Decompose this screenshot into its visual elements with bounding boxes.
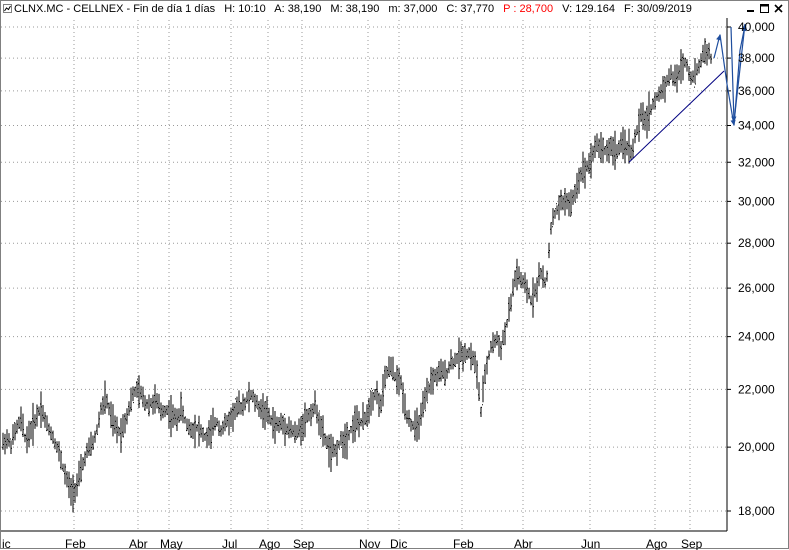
title-open: A: 38,190 — [274, 3, 322, 15]
window-controls — [745, 3, 784, 15]
y-tick-label: 38,000 — [738, 51, 775, 65]
x-tick-label: Dic — [390, 537, 407, 550]
x-tick-label: May — [160, 537, 183, 550]
title-volume: V: 129.164 — [562, 3, 615, 15]
minimize-icon[interactable] — [745, 3, 756, 14]
support-trendline — [628, 70, 725, 163]
x-tick-label: Sep — [681, 537, 703, 550]
y-tick-label: 26,000 — [738, 281, 775, 295]
drawing-overlay — [628, 23, 747, 163]
y-tick-label: 24,000 — [738, 330, 775, 344]
title-hour: H: 10:10 — [224, 3, 266, 15]
projection-leg — [733, 23, 746, 123]
title-symbol: CLNX.MC - CELLNEX - Fin de día 1 días — [14, 3, 216, 15]
x-tick-label: Nov — [359, 537, 380, 550]
x-tick-label: Abr — [129, 537, 148, 550]
projection-arrow-head — [741, 23, 747, 30]
x-tick-label: Ago — [646, 537, 668, 550]
projection-arrow-head — [730, 119, 736, 126]
title-close: C: 37,770 — [446, 3, 495, 15]
title-high: M: 38,190 — [330, 3, 380, 15]
title-date: F: 30/09/2019 — [624, 3, 692, 15]
y-tick-label: 34,000 — [738, 119, 775, 133]
close-icon[interactable] — [773, 3, 784, 14]
y-axis-labels: 40,000 38,000 36,000 34,000 32,000 30,000 28,0… — [738, 20, 775, 518]
title-low: m: 37,000 — [388, 3, 438, 15]
y-tick-label: 40,000 — [738, 20, 775, 34]
y-tick-label: 30,000 — [738, 194, 775, 208]
x-tick-label: Jul — [222, 537, 237, 550]
x-tick-label: Ago — [259, 537, 281, 550]
x-tick-label: Feb — [453, 537, 474, 550]
y-tick-label: 32,000 — [738, 155, 775, 169]
projection-arrow-head — [716, 34, 722, 41]
maximize-icon[interactable] — [759, 3, 770, 14]
grid-lines — [1, 20, 727, 531]
y-tick-label: 28,000 — [738, 236, 775, 250]
title-bar: CLNX.MC - CELLNEX - Fin de día 1 días H:… — [1, 1, 788, 18]
y-tick-label: 20,000 — [738, 440, 775, 454]
x-tick-label: Feb — [65, 537, 86, 550]
title-price: P : 28,700 — [503, 3, 554, 15]
x-tick-label: ic — [2, 537, 11, 550]
x-axis-labels: ic Feb Abr May Jul Ago Sep Nov Dic Feb Abr Jun Ago Se… — [2, 537, 703, 550]
x-tick-label: Abr — [514, 537, 533, 550]
projection-leg — [730, 26, 735, 122]
axes — [1, 18, 731, 532]
y-tick-label: 22,000 — [738, 382, 775, 396]
y-tick-label: 18,000 — [738, 504, 775, 518]
x-tick-label: Jun — [581, 537, 600, 550]
title-text: CLNX.MC - CELLNEX - Fin de día 1 días H:… — [14, 1, 698, 18]
chart-window-icon — [3, 4, 12, 13]
price-series — [2, 38, 712, 513]
x-tick-label: Sep — [293, 537, 315, 550]
y-tick-label: 36,000 — [738, 84, 775, 98]
